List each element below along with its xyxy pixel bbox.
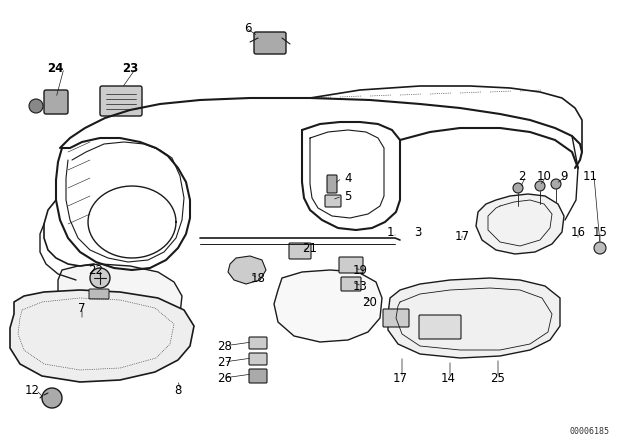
Text: 6: 6 [244,22,252,34]
Polygon shape [10,290,194,382]
Circle shape [42,388,62,408]
Text: 9: 9 [560,169,568,182]
Text: 23: 23 [122,61,138,74]
Text: 11: 11 [582,169,598,182]
Polygon shape [58,264,182,342]
Text: 22: 22 [88,263,104,276]
FancyBboxPatch shape [89,289,109,299]
Text: 8: 8 [174,383,182,396]
FancyBboxPatch shape [249,337,267,349]
FancyBboxPatch shape [341,277,361,291]
FancyBboxPatch shape [339,257,363,273]
Circle shape [551,179,561,189]
Circle shape [594,242,606,254]
Text: 24: 24 [47,61,63,74]
Text: 10: 10 [536,169,552,182]
Text: 3: 3 [414,225,422,238]
Text: 20: 20 [363,296,378,309]
Text: 4: 4 [344,172,352,185]
Text: 19: 19 [353,263,367,276]
Text: 1: 1 [387,225,394,238]
Text: 15: 15 [593,225,607,238]
FancyBboxPatch shape [249,353,267,365]
FancyBboxPatch shape [254,32,286,54]
Text: 16: 16 [570,225,586,238]
Polygon shape [274,270,382,342]
FancyBboxPatch shape [419,315,461,339]
Polygon shape [476,194,564,254]
Circle shape [513,183,523,193]
Polygon shape [388,278,560,358]
Text: 21: 21 [303,241,317,254]
FancyBboxPatch shape [327,175,337,193]
FancyBboxPatch shape [383,309,409,327]
FancyBboxPatch shape [289,243,311,259]
Circle shape [29,99,43,113]
Text: 27: 27 [218,356,232,369]
Text: 17: 17 [392,371,408,384]
Circle shape [535,181,545,191]
Polygon shape [228,256,266,284]
Circle shape [90,268,110,288]
Text: 25: 25 [491,371,506,384]
FancyBboxPatch shape [325,195,341,207]
Text: 17: 17 [454,229,470,242]
Text: 18: 18 [251,271,266,284]
Text: 12: 12 [24,383,40,396]
Text: 28: 28 [218,340,232,353]
Text: 2: 2 [518,169,525,182]
Text: 00006185: 00006185 [570,427,610,436]
Text: 26: 26 [218,371,232,384]
Text: 5: 5 [344,190,352,202]
Text: 7: 7 [78,302,86,314]
FancyBboxPatch shape [249,369,267,383]
FancyBboxPatch shape [44,90,68,114]
Text: 13: 13 [353,280,367,293]
Text: 14: 14 [440,371,456,384]
FancyBboxPatch shape [100,86,142,116]
